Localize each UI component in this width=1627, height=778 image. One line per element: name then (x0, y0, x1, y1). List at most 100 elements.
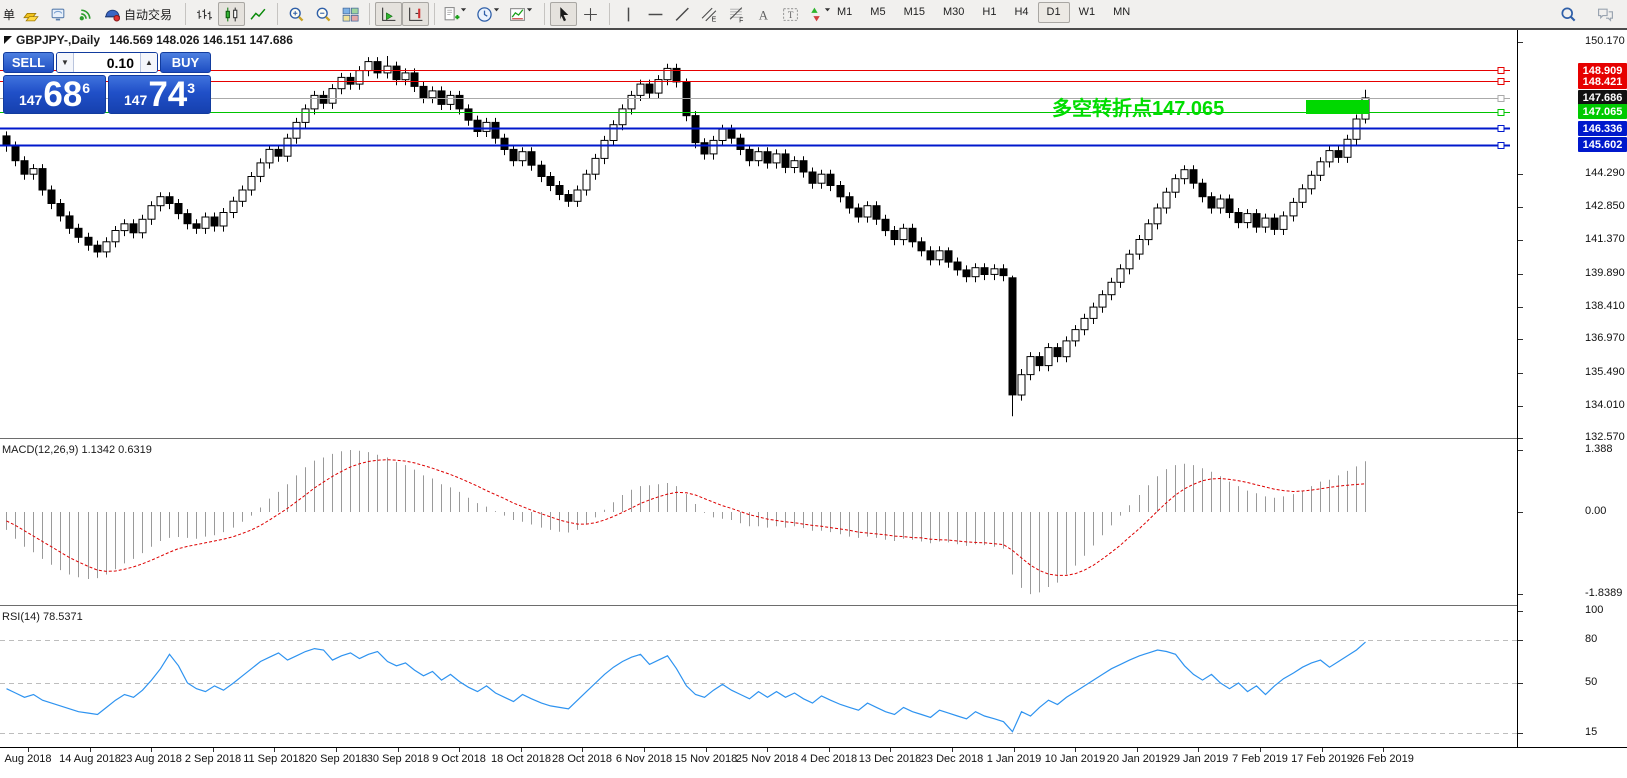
axis-tick-mark (1518, 406, 1523, 407)
timeframe-button-M5[interactable]: M5 (870, 6, 886, 18)
buy-button[interactable]: BUY (160, 52, 211, 73)
signals-button[interactable] (72, 2, 99, 26)
date-axis-label: 13 Dec 2018 (858, 753, 922, 765)
zoom-out-button[interactable] (310, 2, 337, 26)
price-level-badge: 147.065 (1578, 104, 1627, 119)
date-axis-label: 9 Oct 2018 (432, 753, 486, 765)
axis-tick-mark (1518, 512, 1523, 513)
chat-button[interactable] (1592, 2, 1619, 26)
trendline-button[interactable] (669, 2, 696, 26)
text-button[interactable]: A (750, 2, 777, 26)
price-axis-label: 144.290 (1585, 167, 1625, 179)
auto-scroll-button[interactable] (375, 2, 403, 26)
horizontal-line-button[interactable] (642, 2, 669, 26)
macd-axis-label: 0.00 (1585, 505, 1607, 517)
bar-chart-button[interactable] (191, 2, 218, 26)
terminal-button[interactable] (45, 2, 72, 26)
cursor-button[interactable] (550, 2, 578, 26)
date-tick-mark (1198, 748, 1199, 752)
search-button[interactable] (1555, 2, 1582, 26)
timeframe-button-H4[interactable]: H4 (1014, 6, 1029, 18)
date-tick-mark (767, 748, 768, 752)
chat-icon (1597, 6, 1614, 23)
text-label-button[interactable]: T (777, 2, 804, 26)
timeframe-button-W1[interactable]: W1 (1078, 6, 1096, 18)
line-anchor-marker[interactable] (1497, 95, 1505, 102)
sell-price-pip: 6 (82, 80, 91, 96)
date-axis-label: 30 Sep 2018 (366, 753, 430, 765)
date-axis-label: 6 Nov 2018 (615, 753, 673, 765)
volume-input[interactable] (74, 53, 140, 72)
chevron-down-icon (526, 6, 536, 23)
zoom-in-button[interactable] (283, 2, 310, 26)
buy-price-display[interactable]: 147 74 3 (108, 75, 211, 114)
buy-price-prefix: 147 (123, 92, 148, 108)
timeframe-button-H1[interactable]: H1 (982, 6, 997, 18)
date-axis-label: 26 Feb 2019 (1352, 753, 1414, 765)
date-axis[interactable]: Aug 2018 14 Aug 2018 23 Aug 2018 2 Sep 2018… (0, 747, 1627, 778)
period-button[interactable] (473, 2, 506, 26)
line-anchor-marker[interactable] (1497, 109, 1505, 116)
svg-text:T: T (788, 10, 794, 20)
sell-button[interactable]: SELL (3, 52, 54, 73)
fibonacci-button[interactable]: F (723, 2, 750, 26)
line-anchor-marker[interactable] (1497, 125, 1505, 132)
line-anchor-marker[interactable] (1497, 142, 1505, 149)
timeframe-button-M30[interactable]: M30 (942, 6, 965, 18)
price-level-badge: 146.336 (1578, 121, 1627, 136)
candlestick-chart-button[interactable] (218, 2, 246, 26)
date-tick-mark (90, 748, 91, 752)
date-tick-mark (1075, 748, 1076, 752)
price-axis-label: 150.170 (1585, 35, 1625, 47)
candlestick-chart (0, 30, 1517, 438)
fibonacci-icon: F (728, 6, 745, 23)
zoom-in-icon (288, 6, 305, 23)
date-tick-mark (829, 748, 830, 752)
chart-shift-button[interactable] (402, 2, 430, 26)
volume-increase-button[interactable]: ▲ (140, 53, 157, 72)
svg-text:E: E (712, 16, 717, 23)
date-axis-label: 29 Jan 2019 (1167, 753, 1229, 765)
autotrade-button[interactable]: 自动交易 (99, 2, 180, 26)
date-tick-mark (151, 748, 152, 752)
timeframe-button-D1[interactable]: D1 (1037, 2, 1070, 23)
price-level-badge: 147.686 (1578, 90, 1627, 105)
tile-windows-button[interactable] (337, 2, 364, 26)
toolbar-separator (544, 3, 546, 25)
line-chart-icon (250, 6, 267, 23)
price-axis-label: 132.570 (1585, 431, 1625, 443)
gold-button[interactable] (18, 2, 45, 26)
search-icon (1560, 6, 1577, 23)
line-anchor-marker[interactable] (1497, 78, 1505, 85)
line-anchor-marker[interactable] (1497, 67, 1505, 74)
timeframe-button-M1[interactable]: M1 (837, 6, 853, 18)
date-axis-label: 15 Nov 2018 (674, 753, 738, 765)
timeframe-button-M15[interactable]: M15 (903, 6, 925, 18)
axis-tick-mark (1518, 450, 1523, 451)
new-order-button[interactable] (440, 2, 473, 26)
volume-decrease-button[interactable]: ▼ (57, 53, 74, 72)
price-level-badge: 145.602 (1578, 137, 1627, 152)
crosshair-button[interactable] (577, 2, 604, 26)
clock-icon (476, 6, 493, 23)
arrows-button[interactable] (804, 2, 837, 26)
indicators-button[interactable] (506, 2, 539, 26)
vertical-line-button[interactable] (615, 2, 642, 26)
timeframe-button-MN[interactable]: MN (1113, 6, 1131, 18)
price-axis-label: 142.850 (1585, 200, 1625, 212)
new-order-partial-label[interactable]: 单 (3, 7, 16, 22)
chart-collapse-triangle-icon[interactable] (4, 36, 12, 44)
price-axis[interactable]: 150.170 144.290 142.850 141.370 139.890 138.4… (1517, 30, 1627, 747)
date-tick-mark (459, 748, 460, 752)
channel-button[interactable]: E (696, 2, 723, 26)
chart-text-annotation[interactable]: 多空转折点147.065 (1052, 98, 1225, 120)
signal-icon (77, 6, 94, 23)
text-a-icon: A (755, 6, 772, 23)
date-axis-label: 1 Jan 2019 (986, 753, 1042, 765)
axis-tick-mark (1518, 207, 1523, 208)
chart-shift-icon (407, 6, 424, 23)
highlight-rectangle[interactable] (1306, 100, 1369, 114)
line-chart-button[interactable] (245, 2, 272, 26)
macd-axis-label: 1.388 (1585, 443, 1613, 455)
sell-price-display[interactable]: 147 68 6 (3, 75, 106, 114)
